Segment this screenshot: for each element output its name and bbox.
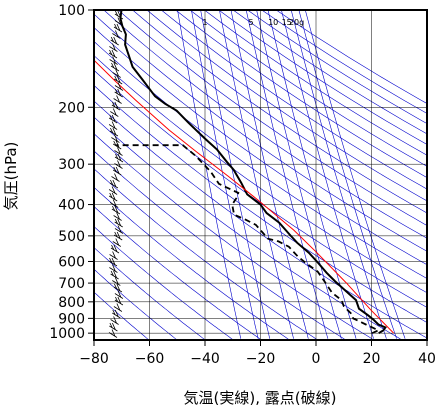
x-tick-label: −60 bbox=[135, 351, 165, 367]
x-tick-label: 20 bbox=[363, 351, 381, 367]
x-tick-label: 40 bbox=[418, 351, 436, 367]
mixing-ratio-label: 5 bbox=[249, 18, 254, 27]
y-tick-label: 900 bbox=[58, 311, 85, 327]
x-axis-label: 気温(実線), 露点(破線) bbox=[184, 389, 337, 407]
x-tick-label: −80 bbox=[79, 351, 109, 367]
mixing-ratio-label: 1 bbox=[203, 18, 208, 27]
y-tick-label: 400 bbox=[58, 198, 85, 214]
y-axis-label: 気圧(hPa) bbox=[2, 142, 20, 211]
y-tick-label: 500 bbox=[58, 229, 85, 245]
mixing-ratio-label: 20g bbox=[289, 18, 304, 27]
y-tick-label: 700 bbox=[58, 276, 85, 292]
y-tick-label: 300 bbox=[58, 157, 85, 173]
y-tick-label: 1000 bbox=[49, 326, 85, 342]
x-tick-label: −40 bbox=[190, 351, 220, 367]
x-tick-label: −20 bbox=[246, 351, 276, 367]
y-tick-label: 600 bbox=[58, 254, 85, 270]
y-tick-label: 200 bbox=[58, 100, 85, 116]
mixing-ratio-label: 10 bbox=[268, 18, 278, 27]
y-tick-label: 800 bbox=[58, 295, 85, 311]
x-tick-label: 0 bbox=[312, 351, 321, 367]
y-tick-label: 100 bbox=[58, 3, 85, 19]
